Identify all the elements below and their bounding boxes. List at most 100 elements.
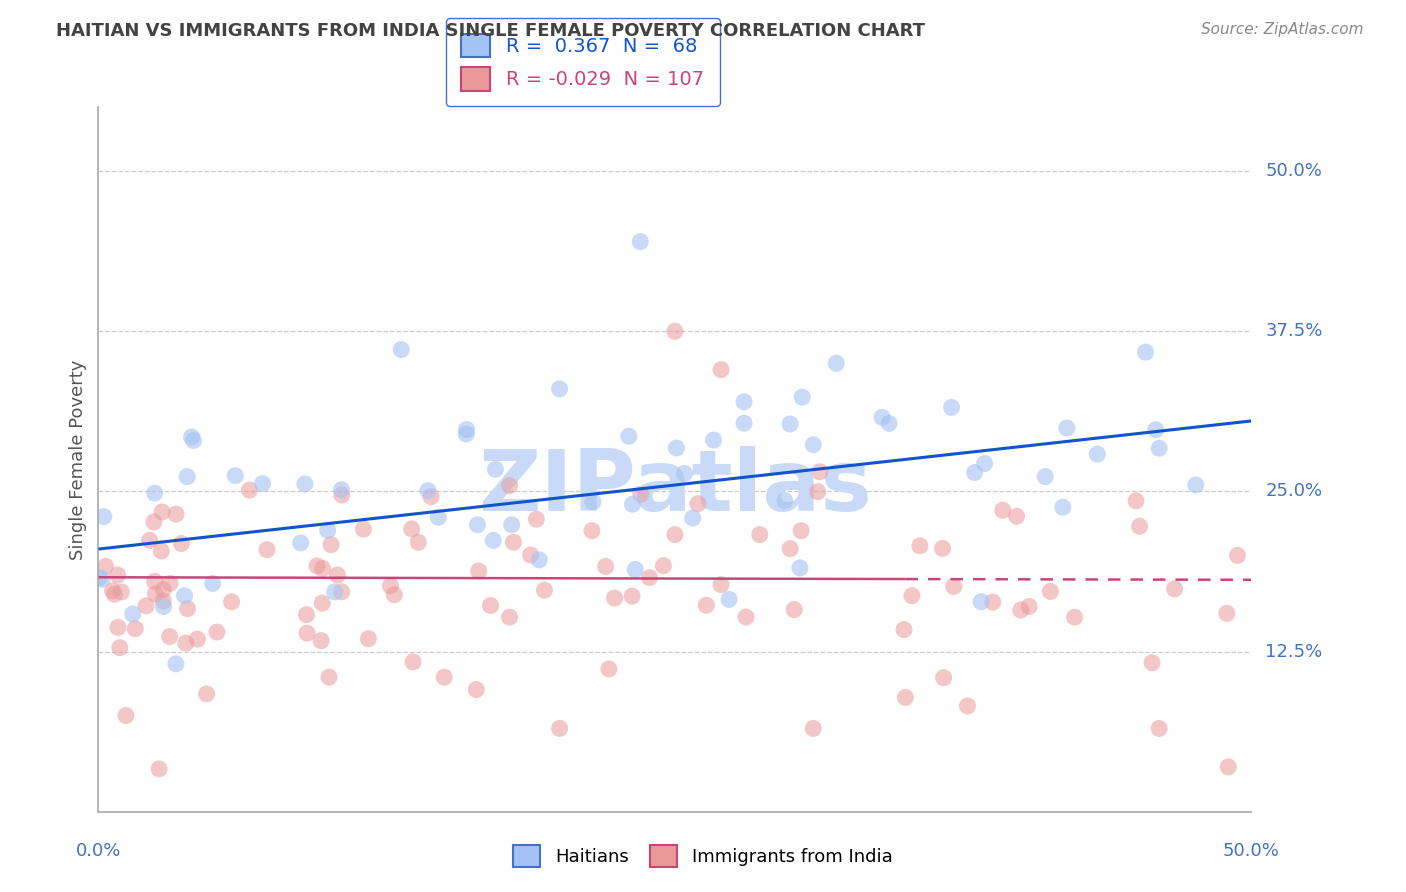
Point [733,394,755,409]
Point [1052,500,1074,515]
Point [159,630,181,644]
Point [686,497,709,511]
Point [110,585,132,599]
Point [893,623,915,637]
Point [931,541,953,556]
Text: ZIPatlas: ZIPatlas [478,446,872,529]
Point [682,511,704,525]
Point [673,467,696,481]
Point [316,524,339,538]
Point [710,362,733,376]
Point [294,476,316,491]
Point [145,587,167,601]
Point [735,610,758,624]
Point [790,524,813,538]
Point [319,538,342,552]
Point [1163,582,1185,596]
Point [318,670,340,684]
Point [956,698,979,713]
Point [465,682,488,697]
Point [180,430,202,444]
Point [456,422,478,436]
Point [1125,493,1147,508]
Point [1033,469,1056,483]
Text: Source: ZipAtlas.com: Source: ZipAtlas.com [1201,22,1364,37]
Point [295,607,318,622]
Point [165,657,187,671]
Point [630,487,652,501]
Point [501,517,523,532]
Point [498,610,520,624]
Point [519,548,541,562]
Point [595,559,617,574]
Point [628,235,651,249]
Point [801,438,824,452]
Point [901,589,924,603]
Point [748,527,770,541]
Point [170,536,193,550]
Point [932,671,955,685]
Point [195,687,218,701]
Point [665,441,688,455]
Point [357,632,380,646]
Point [877,417,900,431]
Point [94,559,117,574]
Text: HAITIAN VS IMMIGRANTS FROM INDIA SINGLE FEMALE POVERTY CORRELATION CHART: HAITIAN VS IMMIGRANTS FROM INDIA SINGLE … [56,22,925,40]
Point [529,553,551,567]
Point [603,591,626,605]
Point [148,762,170,776]
Point [1184,478,1206,492]
Text: 50.0%: 50.0% [1223,842,1279,860]
Legend: R =  0.367  N =  68, R = -0.029  N = 107: R = 0.367 N = 68, R = -0.029 N = 107 [446,18,720,106]
Point [624,562,647,576]
Point [1147,722,1170,736]
Point [1039,584,1062,599]
Point [115,708,138,723]
Point [290,536,312,550]
Point [124,622,146,636]
Point [176,469,198,483]
Point [309,633,332,648]
Point [135,599,157,613]
Point [323,585,346,599]
Point [456,426,478,441]
Point [101,583,124,598]
Point [143,486,166,500]
Point [482,533,505,548]
Point [1135,345,1157,359]
Point [252,476,274,491]
Point [402,655,425,669]
Point [401,522,423,536]
Point [186,632,208,646]
Point [1128,519,1150,533]
Point [142,515,165,529]
Point [783,602,806,616]
Point [295,626,318,640]
Point [89,571,111,585]
Point [165,507,187,521]
Point [652,558,675,573]
Point [467,564,489,578]
Point [174,636,197,650]
Point [389,343,412,357]
Point [1218,760,1240,774]
Point [152,599,174,614]
Point [353,522,375,536]
Point [205,625,228,640]
Point [173,589,195,603]
Point [221,595,243,609]
Point [107,568,129,582]
Point [93,509,115,524]
Point [238,483,260,497]
Point [1005,509,1028,524]
Point [621,497,644,511]
Point [582,495,605,509]
Point [176,601,198,615]
Point [408,535,430,549]
Point [91,572,114,586]
Point [326,568,349,582]
Point [305,558,328,573]
Point [598,662,620,676]
Point [502,535,524,549]
Y-axis label: Single Female Poverty: Single Female Poverty [69,359,87,559]
